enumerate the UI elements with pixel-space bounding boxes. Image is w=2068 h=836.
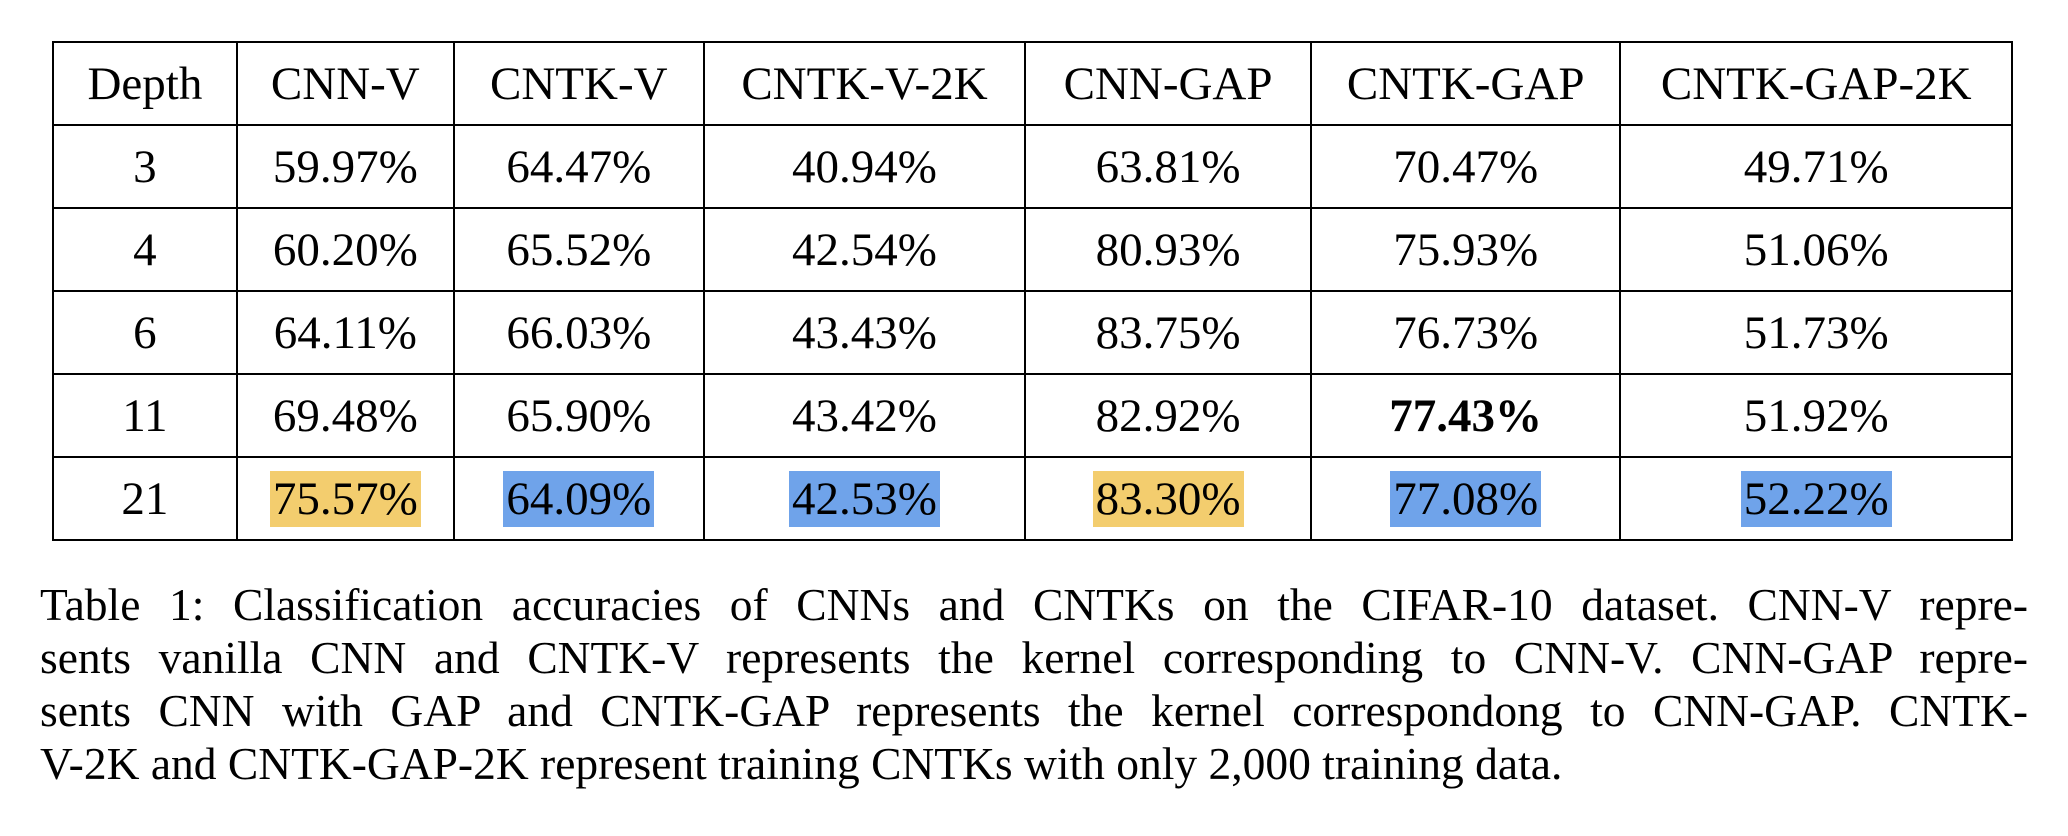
header-cntk-v-2k: CNTK-V-2K [702, 41, 1027, 126]
caption-line: V-2K and CNTK-GAP-2K represent training … [40, 738, 1563, 789]
header-cntk-v: CNTK-V [452, 41, 705, 126]
depth-cell: 11 [52, 373, 238, 458]
caption-line: sents CNN with GAP and CNTK-GAP represen… [40, 685, 2028, 736]
table-row: 11 69.48% 65.90% 43.42% 82.92% 77.43% 51… [52, 373, 2013, 458]
accuracy-cell: 70.47% [1309, 124, 1622, 209]
table-row: 6 64.11% 66.03% 43.43% 83.75% 76.73% 51.… [52, 290, 2013, 375]
accuracy-cell: 65.90% [452, 373, 705, 458]
accuracy-cell-highlighted: 42.53% [702, 456, 1027, 541]
accuracy-cell-best: 77.43% [1309, 373, 1622, 458]
caption-line: sents vanilla CNN and CNTK-V represents … [40, 632, 2028, 683]
table-row: 4 60.20% 65.52% 42.54% 80.93% 75.93% 51.… [52, 207, 2013, 292]
accuracy-cell-highlighted: 83.30% [1024, 456, 1312, 541]
accuracy-cell: 49.71% [1619, 124, 2013, 209]
table-row: 3 59.97% 64.47% 40.94% 63.81% 70.47% 49.… [52, 124, 2013, 209]
header-depth: Depth [52, 41, 238, 126]
accuracy-cell-highlighted: 52.22% [1619, 456, 2013, 541]
table-caption: Table 1: Classification accuracies of CN… [40, 578, 2028, 790]
accuracy-cell: 83.75% [1024, 290, 1312, 375]
accuracy-cell-highlighted: 77.08% [1309, 456, 1622, 541]
accuracy-cell: 51.73% [1619, 290, 2013, 375]
header-cntk-gap-2k: CNTK-GAP-2K [1619, 41, 2013, 126]
accuracy-cell: 76.73% [1309, 290, 1622, 375]
accuracy-cell: 63.81% [1024, 124, 1312, 209]
accuracy-cell: 42.54% [702, 207, 1027, 292]
depth-cell: 21 [52, 456, 238, 541]
depth-cell: 4 [52, 207, 238, 292]
table-row: 21 75.57% 64.09% 42.53% 83.30% 77.08% 52… [52, 456, 2013, 541]
accuracy-cell: 64.11% [235, 290, 455, 375]
accuracy-cell: 65.52% [452, 207, 705, 292]
accuracy-cell: 43.43% [702, 290, 1027, 375]
accuracy-cell: 51.06% [1619, 207, 2013, 292]
caption-line: Table 1: Classification accuracies of CN… [40, 579, 2028, 630]
table-header-row: Depth CNN-V CNTK-V CNTK-V-2K CNN-GAP CNT… [52, 41, 2013, 126]
accuracy-cell: 64.47% [452, 124, 705, 209]
header-cntk-gap: CNTK-GAP [1309, 41, 1622, 126]
header-cnn-v: CNN-V [235, 41, 455, 126]
depth-cell: 6 [52, 290, 238, 375]
accuracy-cell: 82.92% [1024, 373, 1312, 458]
header-cnn-gap: CNN-GAP [1024, 41, 1312, 126]
depth-cell: 3 [52, 124, 238, 209]
results-table: Depth CNN-V CNTK-V CNTK-V-2K CNN-GAP CNT… [52, 41, 2013, 541]
accuracy-cell: 69.48% [235, 373, 455, 458]
accuracy-cell: 60.20% [235, 207, 455, 292]
accuracy-cell: 40.94% [702, 124, 1027, 209]
accuracy-cell: 43.42% [702, 373, 1027, 458]
accuracy-cell-highlighted: 64.09% [452, 456, 705, 541]
accuracy-cell: 59.97% [235, 124, 455, 209]
accuracy-cell: 75.93% [1309, 207, 1622, 292]
accuracy-cell: 80.93% [1024, 207, 1312, 292]
results-table-container: Depth CNN-V CNTK-V CNTK-V-2K CNN-GAP CNT… [52, 41, 2013, 541]
accuracy-cell-highlighted: 75.57% [235, 456, 455, 541]
accuracy-cell: 51.92% [1619, 373, 2013, 458]
accuracy-cell: 66.03% [452, 290, 705, 375]
